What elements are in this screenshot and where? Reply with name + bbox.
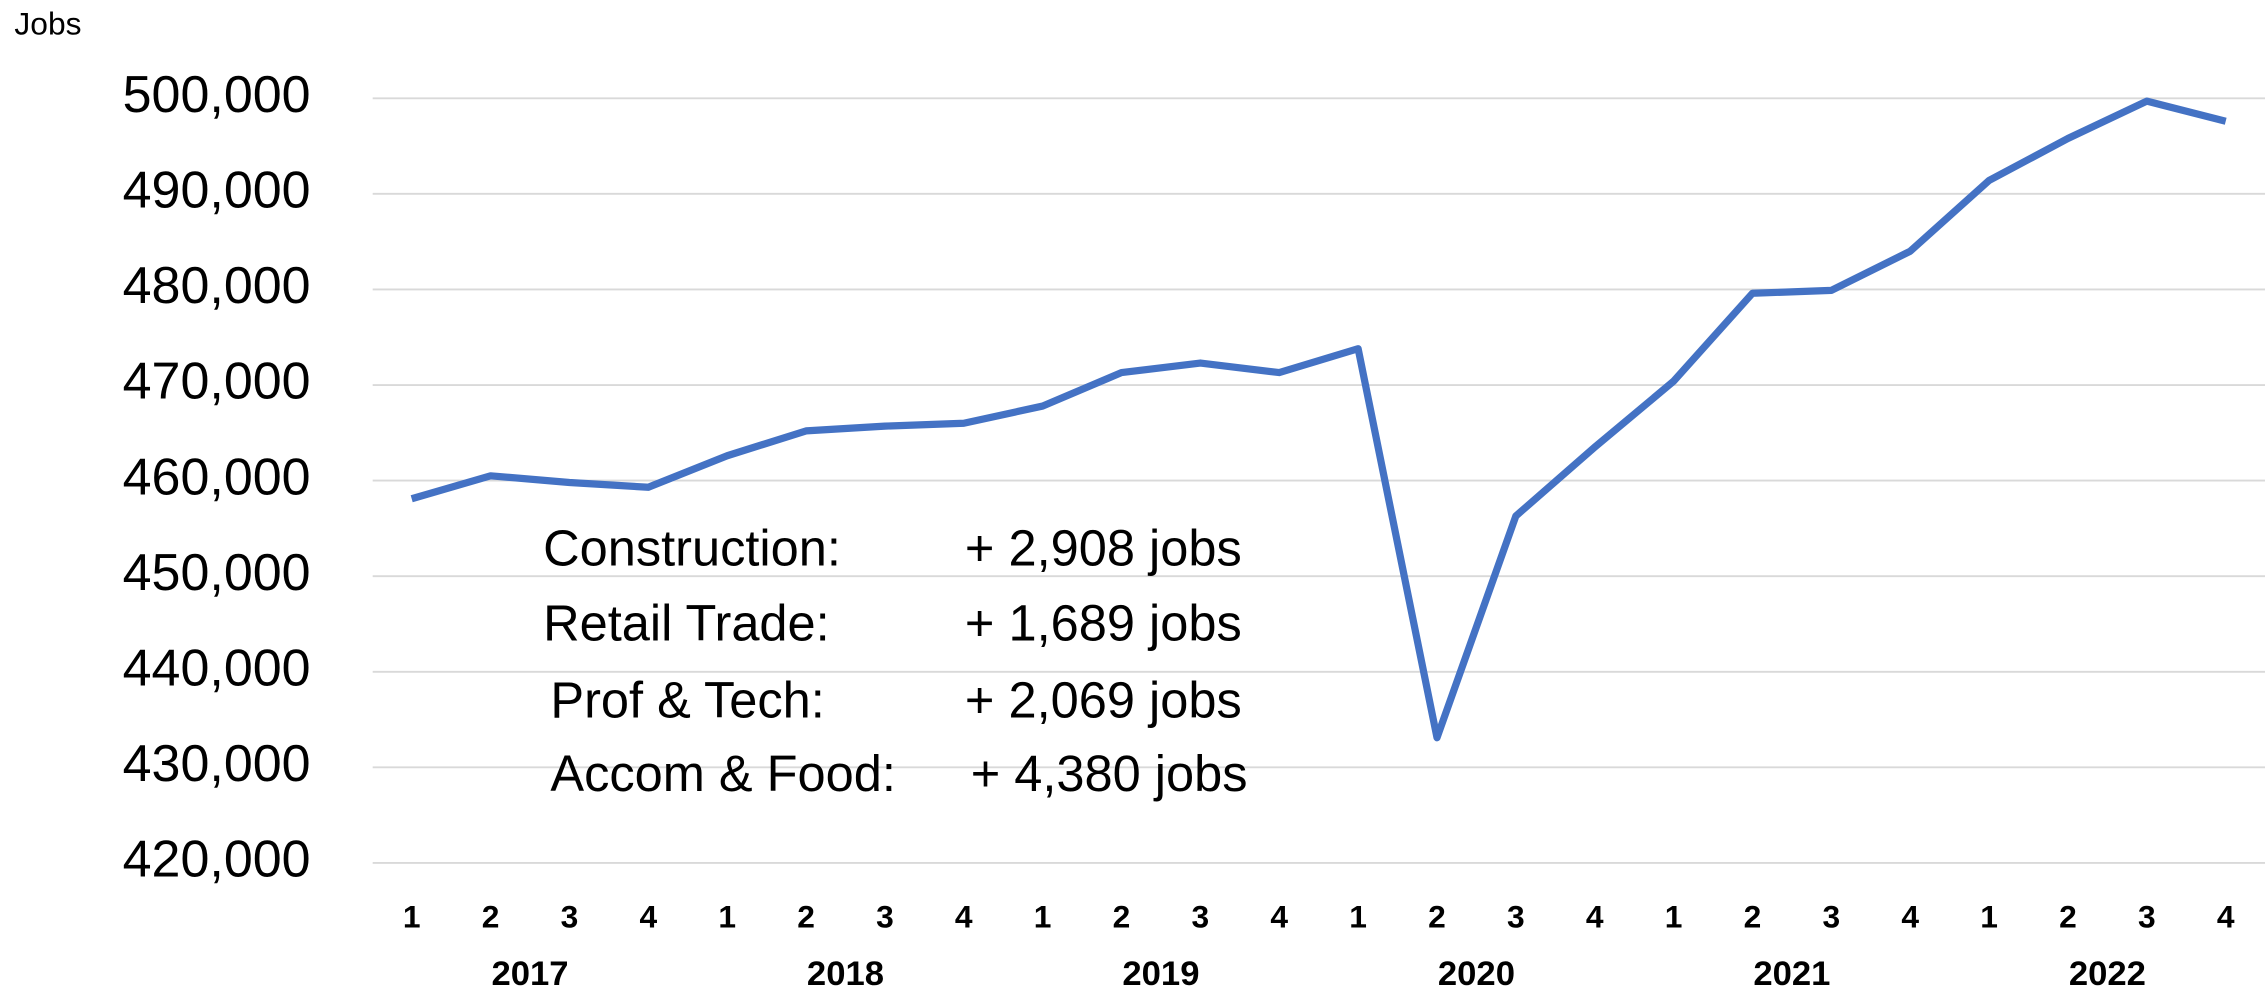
x-tick-label: 2 (1113, 899, 1131, 935)
x-tick-label: 2 (2059, 899, 2077, 935)
y-tick-label: 430,000 (123, 735, 311, 793)
y-tick-label: 500,000 (123, 66, 311, 124)
x-tick-label: 3 (2138, 899, 2156, 935)
x-tick-label: 3 (561, 899, 579, 935)
x-tick-label: 1 (718, 899, 736, 935)
x-group-label: 2017 (491, 955, 568, 993)
x-tick-label: 4 (2217, 899, 2235, 935)
y-tick-label: 470,000 (123, 353, 311, 411)
annotation-change: + 2,069 jobs (965, 671, 1242, 728)
y-tick-label: 440,000 (123, 639, 311, 697)
y-tick-label: 460,000 (123, 448, 311, 506)
data-line (410, 97, 2227, 742)
x-tick-label: 3 (1507, 899, 1525, 935)
x-tick-label: 4 (1901, 899, 1919, 935)
x-group-label: 2021 (1753, 955, 1830, 993)
annotation-sector: Prof & Tech: (550, 671, 824, 728)
annotation-sector: Construction: (543, 519, 841, 576)
y-axis-label: Jobs (14, 5, 81, 41)
x-tick-label: 2 (797, 899, 815, 935)
annotation-sector: Retail Trade: (543, 595, 830, 652)
x-tick-label: 2 (1428, 899, 1446, 935)
x-tick-label: 1 (1665, 899, 1683, 935)
x-tick-label: 1 (1980, 899, 1998, 935)
x-tick-label: 4 (1270, 899, 1288, 935)
x-tick-label: 3 (1192, 899, 1210, 935)
x-tick-label: 2 (482, 899, 500, 935)
x-tick-label: 1 (1034, 899, 1052, 935)
x-group-label: 2020 (1438, 955, 1515, 993)
x-group-label: 2022 (2069, 955, 2146, 993)
annotation-change: + 2,908 jobs (965, 519, 1242, 576)
x-tick-label: 3 (876, 899, 894, 935)
annotation-change: + 1,689 jobs (965, 595, 1242, 652)
x-tick-label: 1 (1349, 899, 1367, 935)
x-tick-label: 4 (639, 899, 657, 935)
x-tick-label: 2 (1744, 899, 1762, 935)
x-group-label: 2019 (1122, 955, 1199, 993)
y-tick-label: 490,000 (123, 162, 311, 220)
x-tick-label: 3 (1823, 899, 1841, 935)
x-tick-label: 4 (1586, 899, 1604, 935)
y-tick-label: 480,000 (123, 257, 311, 315)
x-tick-label: 4 (955, 899, 973, 935)
x-tick-label: 1 (403, 899, 421, 935)
annotation-change: + 4,380 jobs (971, 745, 1248, 802)
y-tick-label: 420,000 (123, 831, 311, 889)
annotation-sector: Accom & Food: (550, 745, 896, 802)
y-tick-label: 450,000 (123, 544, 311, 602)
x-group-label: 2018 (807, 955, 884, 993)
